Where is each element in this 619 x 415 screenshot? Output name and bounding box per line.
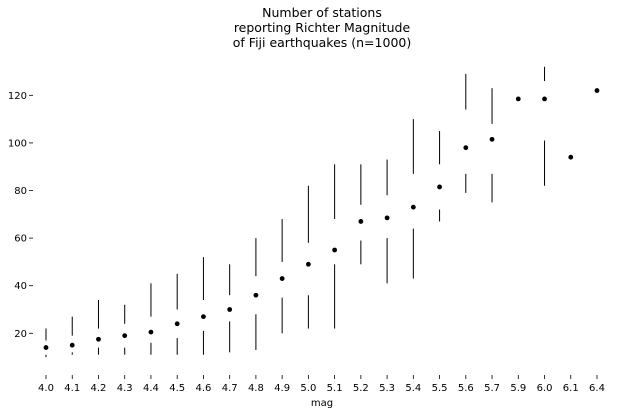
x-tick-label: 4.2 [91, 383, 107, 394]
x-tick-label: 5.3 [379, 383, 395, 394]
box-5.6 [463, 73, 469, 193]
median-point [463, 145, 469, 151]
box-4.1 [69, 316, 75, 355]
box-5.3 [384, 159, 390, 284]
y-axis: 20 40 60 80 100 120 [8, 91, 33, 340]
median-point [515, 96, 521, 102]
median-point [384, 215, 390, 221]
box-5.7 [489, 88, 495, 203]
plot-area [43, 66, 600, 358]
x-tick-label: 4.8 [248, 383, 264, 394]
median-point [69, 342, 75, 348]
y-tick-label: 100 [8, 138, 27, 149]
box-4.9 [279, 219, 285, 334]
median-point [253, 292, 259, 298]
x-tick-label: 6.4 [589, 383, 605, 394]
x-tick-label: 5.6 [458, 383, 474, 394]
median-point [437, 184, 442, 190]
chart-title-line-3: of Fiji earthquakes (n=1000) [233, 35, 411, 50]
box-4.6 [201, 257, 206, 355]
y-tick-label: 80 [14, 186, 27, 197]
x-tick-label: 4.6 [195, 383, 211, 394]
median-point [542, 96, 547, 102]
median-point [148, 329, 154, 335]
median-point [174, 321, 180, 327]
median-point [568, 154, 574, 160]
median-point [410, 204, 416, 210]
box-5.0 [305, 185, 311, 329]
median-point [594, 88, 600, 93]
box-4.4 [148, 283, 154, 355]
x-tick-label: 4.1 [64, 383, 80, 394]
x-axis-label: mag [311, 398, 333, 409]
median-point [227, 307, 233, 312]
x-tick-label: 5.5 [432, 383, 448, 394]
median-point [96, 336, 101, 342]
box-4.0 [43, 328, 49, 358]
box-4.2 [96, 299, 101, 355]
median-point [332, 247, 338, 253]
y-tick-label: 60 [14, 234, 27, 245]
x-tick-label: 5.0 [300, 383, 316, 394]
y-tick-label: 40 [14, 281, 27, 292]
median-point [358, 219, 364, 224]
x-tick-label: 4.0 [38, 383, 54, 394]
box-5.2 [358, 164, 364, 265]
box-6.4 [594, 88, 600, 93]
chart-title-line-1: Number of stations [262, 5, 382, 20]
y-tick-label: 20 [14, 329, 27, 340]
box-4.7 [227, 264, 233, 353]
x-tick-label: 4.4 [143, 383, 159, 394]
x-tick-label: 4.3 [117, 383, 133, 394]
box-5.1 [332, 164, 338, 329]
x-tick-label: 5.4 [405, 383, 421, 394]
box-4.5 [174, 273, 180, 355]
x-tick-label: 5.9 [510, 383, 526, 394]
y-tick-label: 120 [8, 91, 27, 102]
median-point [122, 333, 128, 339]
box-5.4 [410, 119, 416, 279]
median-point [201, 314, 206, 320]
median-point [305, 261, 311, 267]
median-point [43, 345, 49, 350]
x-tick-label: 5.1 [327, 383, 343, 394]
x-tick-label: 4.7 [222, 383, 238, 394]
box-6.0 [542, 66, 547, 186]
x-tick-label: 4.9 [274, 383, 290, 394]
box-5.9 [515, 96, 521, 102]
median-point [279, 276, 285, 281]
box-4.8 [253, 238, 259, 350]
x-tick-label: 6.1 [563, 383, 579, 394]
x-axis: 4.0 4.1 4.2 4.3 4.4 4.5 4.6 4.7 4.8 4.9 5.0 5.1 5.2 5… [38, 375, 605, 394]
box-5.5 [437, 131, 442, 222]
chart-title-line-2: reporting Richter Magnitude [234, 20, 411, 35]
x-tick-label: 6.0 [537, 383, 553, 394]
x-tick-label: 5.7 [484, 383, 500, 394]
median-point [489, 136, 495, 142]
box-6.1 [568, 154, 574, 160]
x-tick-label: 5.2 [353, 383, 369, 394]
x-tick-label: 4.5 [169, 383, 185, 394]
chart-title: Number of stations reporting Richter Mag… [233, 5, 411, 50]
box-4.3 [122, 304, 128, 355]
